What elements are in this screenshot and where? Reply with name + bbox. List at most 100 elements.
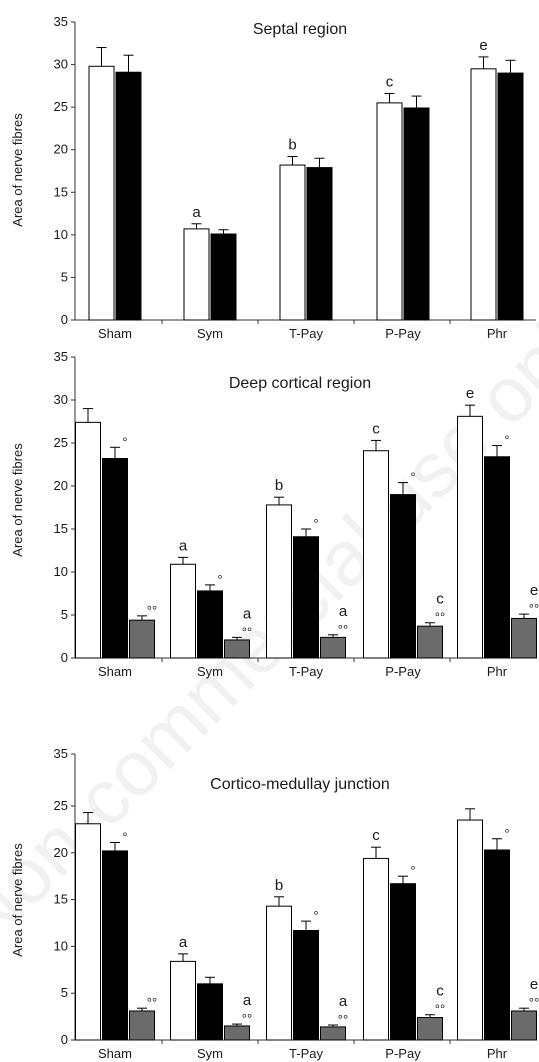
bar-annotation: °° <box>242 624 252 639</box>
y-tick-label: 5 <box>61 607 68 622</box>
bar-white <box>75 823 101 1041</box>
y-axis-label: Area of nerve fibres <box>10 443 25 557</box>
bar-annotation: a <box>179 934 188 951</box>
bar-annotation: °° <box>147 995 157 1010</box>
bar-black <box>197 983 223 1041</box>
bar-black <box>390 494 416 659</box>
bar-annotation: °° <box>242 1011 252 1026</box>
chart-panel-3: Cortico-medullay junction Area of nerve f… <box>10 746 539 1061</box>
bar-black <box>306 167 333 321</box>
chart-panel-1: Septal region Area of nerve fibres 0 5 10 15 2… <box>10 14 536 341</box>
x-tick-label: T-Pay <box>289 664 323 679</box>
bar-white <box>376 102 403 321</box>
bar-annotation: °° <box>338 622 348 637</box>
y-tick-label: 25 <box>54 99 68 114</box>
bar-gray <box>224 639 250 659</box>
y-tick-label: 35 <box>54 14 68 29</box>
bar-annotation: c <box>436 983 444 1000</box>
bar-gray <box>511 1010 537 1041</box>
bar-gray <box>417 625 443 659</box>
x-tick-label: Sym <box>197 326 223 341</box>
bar-annotation: ° <box>410 863 415 878</box>
bar-gray <box>320 1026 346 1041</box>
bar-black <box>102 850 128 1041</box>
bar-black <box>293 536 319 659</box>
bar-white <box>88 65 115 321</box>
bar-gray <box>129 619 155 659</box>
bar-annotation: c <box>386 74 394 91</box>
bar-annotation: e <box>466 385 474 402</box>
x-tick-label: Sham <box>98 326 132 341</box>
chart-title: Cortico-medullay junction <box>210 776 390 793</box>
bar-white <box>170 960 196 1041</box>
bar-annotation: °° <box>529 601 539 616</box>
x-tick-label: Sym <box>197 1046 223 1061</box>
bar-annotation: a <box>339 603 348 620</box>
bar-white <box>266 905 292 1041</box>
y-tick-label: 25 <box>54 798 68 813</box>
bar-annotation: c <box>372 827 380 844</box>
bar-black <box>484 849 510 1041</box>
x-tick-label: P-Pay <box>385 1046 421 1061</box>
bar-annotation: e <box>530 976 538 993</box>
bar-annotation: a <box>192 204 201 221</box>
bar-annotation: b <box>288 137 296 154</box>
bar-black <box>197 590 223 659</box>
bar-annotation: e <box>530 582 538 599</box>
x-tick-label: Sham <box>98 664 132 679</box>
bar-black <box>403 107 430 321</box>
bar-annotation: ° <box>122 830 127 845</box>
x-tick-label: Sham <box>98 1046 132 1061</box>
bar-black <box>484 456 510 659</box>
bar-annotation: ° <box>313 516 318 531</box>
bar-white <box>457 819 483 1041</box>
bar-annotation: b <box>275 477 283 494</box>
bar-annotation: a <box>179 537 188 554</box>
bar-annotation: °° <box>147 603 157 618</box>
x-tick-label: T-Pay <box>289 326 323 341</box>
bar-gray <box>320 636 346 659</box>
bar-white <box>363 857 389 1041</box>
bar-gray <box>129 1010 155 1041</box>
bar-annotation: ° <box>313 908 318 923</box>
bar-gray <box>511 617 537 659</box>
y-tick-label: 0 <box>61 312 68 327</box>
y-axis-label: Area of nerve fibres <box>10 843 25 957</box>
x-tick-label: P-Pay <box>385 664 421 679</box>
y-tick-label: 20 <box>54 142 68 157</box>
y-tick-label: 35 <box>54 349 68 364</box>
bar-annotation: ° <box>504 826 509 841</box>
bar-annotation: ° <box>504 433 509 448</box>
y-tick-label: 10 <box>54 564 68 579</box>
x-tick-label: P-Pay <box>385 326 421 341</box>
y-tick-label: 30 <box>54 57 68 72</box>
bar-annotation: °° <box>338 1012 348 1027</box>
y-tick-label: 10 <box>54 938 68 953</box>
bar-gray <box>224 1025 250 1041</box>
y-axis-label: Area of nerve fibres <box>10 113 25 227</box>
y-tick-label: 30 <box>54 392 68 407</box>
x-tick-label: Phr <box>487 326 508 341</box>
bar-white <box>75 421 101 659</box>
y-tick-label: 0 <box>61 1032 68 1047</box>
bar-white <box>279 164 306 321</box>
bar-annotation: ° <box>410 470 415 485</box>
bar-annotation: a <box>243 605 252 622</box>
bar-white <box>470 68 497 321</box>
bar-black <box>390 883 416 1041</box>
bar-white <box>363 450 389 659</box>
bar-annotation: e <box>479 37 487 54</box>
bar-annotation: ° <box>217 572 222 587</box>
bar-annotation: ° <box>122 434 127 449</box>
y-tick-label: 35 <box>54 746 68 761</box>
bar-white <box>266 504 292 659</box>
y-tick-label: 10 <box>54 227 68 242</box>
bar-annotation: °° <box>435 610 445 625</box>
bar-black <box>102 457 128 659</box>
bar-annotation: °° <box>435 1002 445 1017</box>
bar-black <box>210 233 237 321</box>
bar-annotation: b <box>275 877 283 894</box>
y-tick-label: 20 <box>54 845 68 860</box>
bar-annotation: °° <box>529 995 539 1010</box>
